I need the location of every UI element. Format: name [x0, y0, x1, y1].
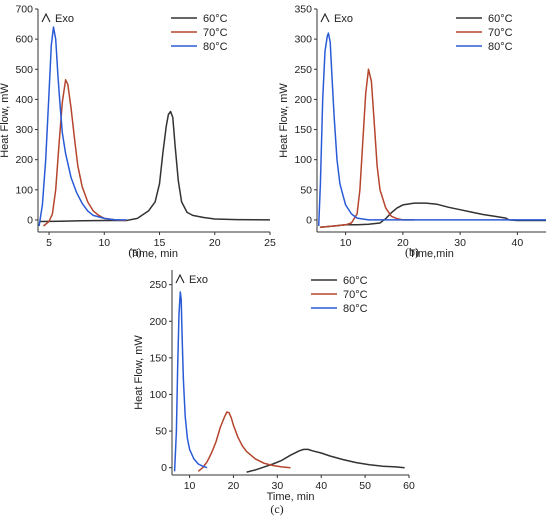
legend-label: 70°C	[343, 289, 368, 301]
x-tick-label: 60	[403, 480, 415, 492]
legend-label: 70°C	[488, 27, 513, 39]
y-tick-label: 100	[294, 154, 312, 166]
y-tick-label: 100	[149, 389, 167, 401]
series-line-0	[246, 448, 405, 473]
y-tick-label: 50	[155, 426, 167, 438]
panel-label: (a)	[128, 245, 141, 259]
x-axis-label: Time,min	[409, 248, 454, 260]
series-line-0	[40, 110, 271, 223]
y-tick-label: 0	[306, 214, 312, 226]
panel-label: (c)	[270, 502, 283, 516]
y-tick-label: 600	[15, 34, 33, 46]
legend-label: 80°C	[203, 41, 228, 53]
y-tick-label: 350	[294, 4, 312, 16]
x-tick-label: 10	[340, 237, 352, 249]
x-tick-label: 40	[512, 237, 524, 249]
y-tick-label: 200	[15, 154, 33, 166]
series-line-1	[43, 79, 127, 227]
x-tick-label: 5	[46, 237, 52, 249]
y-tick-label: 250	[149, 279, 167, 291]
panel-label: (b)	[405, 245, 419, 259]
y-tick-label: 100	[15, 184, 33, 196]
exo-arrow-icon	[175, 273, 185, 284]
panel-a: 0 100 200 300 400 500 600 700 5 10 15 20 25 Time, min…	[0, 4, 276, 261]
y-tick-label: 150	[294, 124, 312, 136]
y-tick-label: 200	[294, 94, 312, 106]
x-tick-label: 20	[209, 237, 221, 249]
exo-label: Exo	[334, 13, 353, 25]
x-tick-label: 50	[359, 480, 371, 492]
y-tick-label: 0	[27, 214, 33, 226]
series-line-2	[38, 26, 127, 227]
panel-c: 0 50 100 150 200 250 10 20 30 40 50 60 Time, min Heat…	[133, 270, 415, 516]
legend-label: 60°C	[488, 13, 513, 25]
x-tick-label: 10	[184, 480, 196, 492]
x-tick-label: 25	[264, 237, 276, 249]
y-tick-label: 300	[15, 124, 33, 136]
series-line-0	[319, 202, 546, 228]
exo-arrow-icon	[320, 12, 330, 23]
x-tick-label: 30	[271, 480, 283, 492]
x-tick-label: 40	[315, 480, 327, 492]
legend-label: 60°C	[343, 275, 368, 287]
series-line-2	[317, 32, 546, 227]
series-line-1	[197, 411, 291, 472]
y-tick-label: 150	[149, 352, 167, 364]
y-tick-label: 400	[15, 94, 33, 106]
y-tick-label: 0	[161, 462, 167, 474]
legend-label: 80°C	[488, 41, 513, 53]
legend-label: 80°C	[343, 303, 368, 315]
y-tick-label: 500	[15, 64, 33, 76]
exo-label: Exo	[189, 274, 208, 286]
exo-label: Exo	[55, 13, 74, 25]
x-tick-label: 10	[98, 237, 110, 249]
x-tick-label: 20	[397, 237, 409, 249]
x-tick-label: 20	[228, 480, 240, 492]
y-tick-label: 300	[294, 34, 312, 46]
series-line-1	[319, 68, 415, 228]
x-tick-label: 30	[454, 237, 466, 249]
y-axis-label: Heat Flow, mW	[0, 83, 11, 158]
y-tick-label: 250	[294, 64, 312, 76]
x-tick-label: 15	[154, 237, 166, 249]
y-tick-label: 200	[149, 316, 167, 328]
x-axis-label: Time, min	[267, 491, 315, 503]
legend-label: 60°C	[203, 13, 228, 25]
panel-b: 0 50 100 150 200 250 300 350 10 20 30 40 Time,min Hea…	[278, 4, 546, 260]
exo-arrow-icon	[41, 12, 51, 23]
x-axis-label: Time, min	[130, 248, 178, 260]
y-tick-label: 50	[300, 184, 312, 196]
legend-label: 70°C	[203, 27, 228, 39]
y-tick-label: 700	[15, 4, 33, 16]
y-axis-label: Heat Flow, mW	[133, 335, 145, 410]
y-axis-label: Heat Flow, mW	[278, 83, 290, 158]
series-line-2	[173, 291, 208, 472]
